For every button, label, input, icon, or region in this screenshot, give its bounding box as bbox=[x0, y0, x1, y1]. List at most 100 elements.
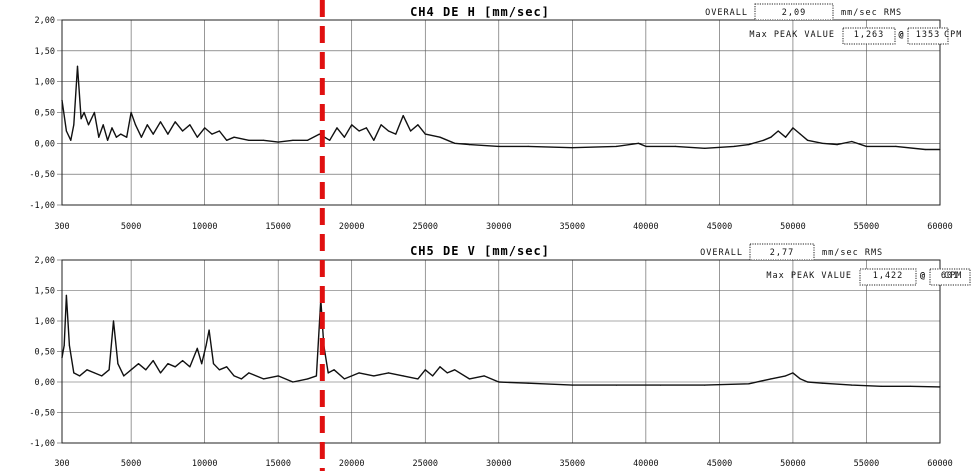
spectrum-point bbox=[159, 121, 162, 123]
spectrum-point bbox=[770, 378, 772, 380]
spectrum-point bbox=[468, 378, 470, 380]
spectrum-point bbox=[939, 386, 941, 388]
spectrum-point bbox=[111, 127, 113, 129]
peak-value-box bbox=[859, 268, 917, 286]
spectrum-point bbox=[454, 369, 456, 371]
spectrum-point bbox=[637, 142, 640, 144]
spectrum-point bbox=[865, 145, 868, 147]
spectrum-point bbox=[140, 136, 142, 138]
spectrum-point bbox=[446, 372, 448, 374]
spectrum-point bbox=[483, 375, 485, 377]
spectrum-point bbox=[615, 384, 618, 386]
spectrum-point bbox=[80, 118, 82, 120]
spectrum-point bbox=[201, 363, 203, 365]
y-tick-label: 1,00 bbox=[35, 317, 55, 327]
spectrum-point bbox=[93, 111, 95, 114]
spectrum-point bbox=[262, 378, 265, 380]
spectrum-point bbox=[910, 385, 912, 387]
spectrum-point bbox=[204, 127, 206, 129]
spectrum-point bbox=[212, 363, 215, 365]
x-tick-label: 5000 bbox=[121, 222, 141, 232]
overall-value: 2,77 bbox=[770, 248, 794, 258]
plot-frame bbox=[61, 259, 941, 444]
spectrum-point bbox=[424, 369, 426, 371]
spectrum-point bbox=[358, 372, 360, 374]
spectrum-point bbox=[226, 139, 228, 141]
spectrum-point bbox=[777, 130, 779, 132]
y-tick-label: -1,00 bbox=[29, 439, 55, 449]
spectrum-point bbox=[126, 136, 128, 138]
spectrum-point bbox=[645, 145, 647, 147]
spectrum-point bbox=[571, 147, 573, 149]
spectrum-point bbox=[102, 124, 104, 126]
chart-panel-1: 2,00 1,50 1,00 0,50 0,00 -0,50 -1,00 300 5000 100… bbox=[29, 3, 961, 232]
peak-at-symbol: @ bbox=[898, 30, 904, 40]
peak-label: Max PEAK VALUE bbox=[766, 271, 852, 281]
spectrum-point bbox=[704, 147, 706, 149]
spectrum-point bbox=[86, 369, 88, 371]
spectrum-point bbox=[402, 375, 404, 377]
spectrum-point bbox=[762, 139, 765, 141]
spectrum-point bbox=[98, 136, 100, 138]
spectrum-point bbox=[373, 375, 375, 377]
y-tick-label: 0,50 bbox=[35, 348, 55, 358]
y-tick-label: 2,00 bbox=[35, 256, 55, 266]
x-tick-label: 35000 bbox=[560, 459, 586, 469]
spectrum-point bbox=[380, 124, 382, 126]
spectrum-point bbox=[226, 366, 228, 368]
spectrum-point bbox=[87, 124, 90, 126]
spectrum-point bbox=[146, 124, 148, 126]
spectrum-point bbox=[123, 375, 125, 377]
x-tick-label: 50000 bbox=[780, 459, 806, 469]
spectrum-point bbox=[196, 347, 198, 349]
spectrum-point bbox=[182, 130, 184, 132]
spectrum-point bbox=[387, 372, 390, 374]
spectrum-point bbox=[939, 148, 941, 151]
spectrum-point bbox=[307, 139, 309, 141]
spectrum-point bbox=[571, 384, 573, 386]
spectrum-point bbox=[262, 139, 265, 141]
spectrum-point bbox=[208, 329, 210, 331]
x-tick-label: 25000 bbox=[412, 459, 438, 469]
spectrum-point bbox=[748, 383, 750, 385]
peak-value-box bbox=[842, 27, 896, 45]
spectrum-point bbox=[61, 357, 63, 359]
spectrum-point bbox=[108, 369, 110, 371]
spectrum-point bbox=[792, 127, 794, 129]
spectrum-point bbox=[167, 133, 169, 135]
overall-value-box bbox=[749, 243, 815, 261]
spectrum-point bbox=[107, 139, 109, 141]
spectrum-point bbox=[343, 136, 345, 138]
spectrum-point bbox=[189, 124, 191, 126]
spectrum-point bbox=[79, 375, 81, 377]
spectrum-point bbox=[130, 369, 132, 371]
spectrum-point bbox=[292, 381, 294, 383]
spectrum-point bbox=[468, 144, 470, 146]
overall-unit: mm/sec RMS bbox=[822, 248, 883, 258]
spectrum-point bbox=[112, 320, 115, 322]
x-tick-label: 35000 bbox=[560, 222, 586, 232]
spectrum-point bbox=[439, 136, 441, 138]
x-tick-label: 55000 bbox=[854, 459, 880, 469]
x-tick-label: 50000 bbox=[780, 222, 806, 232]
x-tick-label: 40000 bbox=[633, 222, 659, 232]
spectrum-point bbox=[895, 145, 897, 147]
spectrum-point bbox=[152, 360, 154, 362]
spectrum-point bbox=[277, 375, 279, 377]
peak-frequency-box bbox=[929, 268, 971, 286]
spectrum-point bbox=[218, 130, 220, 132]
x-tick-label: 15000 bbox=[265, 459, 291, 469]
spectrum-point bbox=[120, 133, 122, 135]
x-tick-label: 10000 bbox=[192, 459, 218, 469]
peak-value: 1,422 bbox=[873, 271, 904, 281]
spectrum-point bbox=[73, 124, 75, 126]
spectrum-point bbox=[65, 294, 67, 296]
spectrum-point bbox=[117, 363, 119, 365]
spectrum-point bbox=[233, 136, 235, 138]
spectrum-point bbox=[336, 127, 338, 129]
x-tick-label: 15000 bbox=[265, 222, 291, 232]
overall-value: 2,09 bbox=[782, 8, 806, 18]
spectrum-point bbox=[432, 375, 434, 377]
peak-value: 1,263 bbox=[854, 30, 885, 40]
spectrum-point bbox=[439, 366, 441, 368]
